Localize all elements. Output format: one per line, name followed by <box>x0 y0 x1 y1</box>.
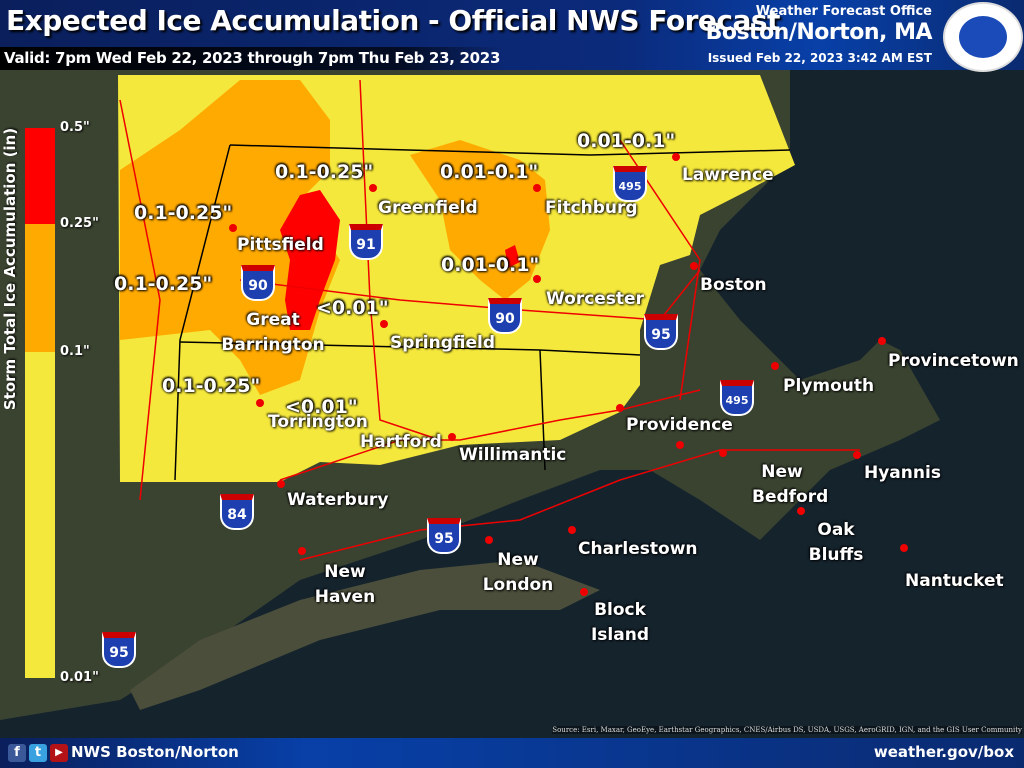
city-label: Worcester <box>546 289 644 309</box>
state-borders <box>174 144 791 481</box>
city-label: Boston <box>700 275 767 295</box>
city-marker <box>690 262 698 270</box>
interstate-shield: 95 <box>644 314 678 350</box>
amount-label: 0.01-0.1" <box>441 254 540 276</box>
city-label: Waterbury <box>287 490 389 510</box>
footer-bar <box>0 738 1024 768</box>
city-marker <box>298 547 306 555</box>
interstate-shield: 495 <box>720 380 754 416</box>
valid-period: Valid: 7pm Wed Feb 22, 2023 through 7pm … <box>0 47 504 70</box>
facebook-icon[interactable]: f <box>8 744 26 762</box>
interstate-shield: 84 <box>220 494 254 530</box>
legend-tick: 0.25" <box>60 216 99 231</box>
city-marker <box>580 588 588 596</box>
amount-label: 0.01-0.1" <box>577 130 676 152</box>
city-label: Oak Bluffs <box>808 520 864 565</box>
city-label: Great Barrington <box>221 310 325 355</box>
legend-tick: 0.1" <box>60 344 90 359</box>
page-title: Expected Ice Accumulation - Official NWS… <box>6 4 780 37</box>
city-marker <box>676 441 684 449</box>
city-label: Plymouth <box>783 376 875 396</box>
city-label: Charlestown <box>578 539 698 559</box>
city-marker <box>229 224 237 232</box>
interstate-shield: 495 <box>613 166 647 202</box>
amount-label: 0.1-0.25" <box>114 273 213 295</box>
legend-title: Storm Total Ice Accumulation (in) <box>1 127 19 411</box>
long-island <box>130 560 600 710</box>
amount-label: <0.01" <box>285 396 358 418</box>
website-link[interactable]: weather.gov/box <box>873 743 1014 761</box>
office-footer-name: NWS Boston/Norton <box>71 743 239 761</box>
city-marker <box>878 337 886 345</box>
twitter-icon[interactable]: t <box>29 744 47 762</box>
city-label: New Haven <box>314 562 376 607</box>
legend-tick: 0.5" <box>60 120 90 135</box>
city-label: Springfield <box>390 333 496 353</box>
city-marker <box>533 184 541 192</box>
city-label: Nantucket <box>905 571 1004 591</box>
city-label: New London <box>482 550 554 595</box>
nws-logo <box>943 2 1023 72</box>
city-marker <box>380 320 388 328</box>
city-marker <box>797 507 805 515</box>
city-marker <box>277 480 285 488</box>
city-label: Hartford <box>360 432 442 452</box>
city-label: Willimantic <box>459 445 567 465</box>
legend-tick: 0.01" <box>60 670 99 685</box>
legend-swatch-moderate <box>25 224 55 352</box>
city-marker <box>568 526 576 534</box>
legend-swatch-heavy <box>25 128 55 224</box>
amount-label: 0.1-0.25" <box>162 375 261 397</box>
city-label: Pittsfield <box>237 235 324 255</box>
legend: 0.5" 0.25" 0.1" 0.01" <box>25 120 99 685</box>
ice-zone-moderate <box>120 80 340 395</box>
interstate-shield: 95 <box>427 518 461 554</box>
city-marker <box>485 536 493 544</box>
map-source: Source: Esri, Maxar, GeoEye, Earthstar G… <box>552 726 1022 734</box>
amount-label: 0.1-0.25" <box>134 202 233 224</box>
city-label: Provincetown <box>888 351 1019 371</box>
amount-label: 0.01-0.1" <box>440 161 539 183</box>
amount-label: <0.01" <box>316 297 389 319</box>
interstate-shield: 91 <box>349 224 383 260</box>
office-name: Boston/Norton, MA <box>705 20 933 45</box>
city-label: Block Island <box>590 600 649 645</box>
city-label: Greenfield <box>378 198 478 218</box>
city-marker <box>771 362 779 370</box>
city-marker <box>616 404 624 412</box>
city-label: Providence <box>626 415 733 435</box>
city-marker <box>256 399 264 407</box>
ice-zone-heavy <box>505 245 520 268</box>
city-label: Fitchburg <box>545 198 638 218</box>
issued-time: Issued Feb 22, 2023 3:42 AM EST <box>707 51 932 65</box>
city-marker <box>672 153 680 161</box>
city-marker <box>448 433 456 441</box>
city-label: Torrington <box>268 412 368 432</box>
city-marker <box>853 451 861 459</box>
youtube-icon[interactable]: ▶ <box>50 744 68 762</box>
ice-zone-heavy <box>280 190 340 330</box>
amount-label: 0.1-0.25" <box>275 161 374 183</box>
city-marker <box>533 275 541 283</box>
city-label: Hyannis <box>864 463 941 483</box>
interstate-shield: 95 <box>102 632 136 668</box>
city-marker <box>900 544 908 552</box>
interstate-shield: 90 <box>488 298 522 334</box>
city-label: New Bedford <box>752 462 829 507</box>
interstate-shield: 90 <box>241 265 275 301</box>
city-label: Lawrence <box>682 165 774 185</box>
wfo-label: Weather Forecast Office <box>755 4 932 19</box>
legend-swatch-light <box>25 352 55 678</box>
city-marker <box>719 449 727 457</box>
city-marker <box>369 184 377 192</box>
